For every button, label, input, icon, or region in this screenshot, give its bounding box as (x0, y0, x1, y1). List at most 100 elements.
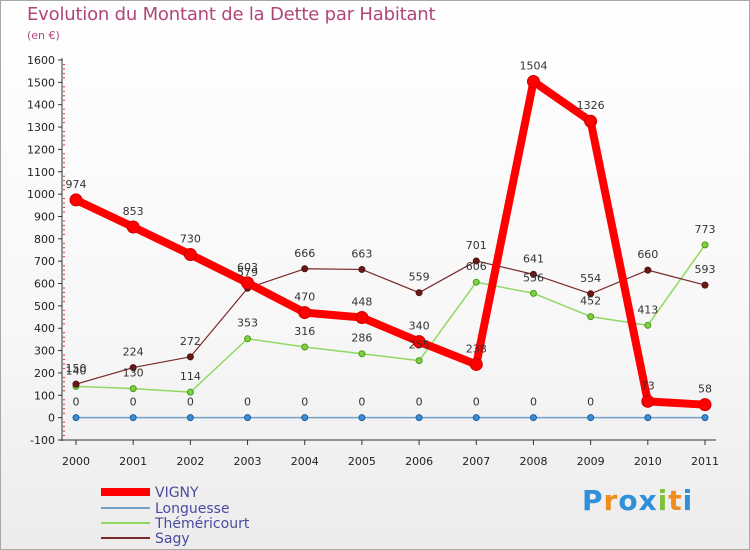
y-minor-tick (63, 108, 65, 110)
legend-label: Théméricourt (154, 516, 250, 532)
x-tick-label: 2004 (291, 455, 319, 468)
proxiti-logo: Proxiti (582, 484, 693, 517)
data-point (244, 335, 252, 343)
data-point (644, 414, 652, 422)
y-minor-tick (63, 180, 65, 182)
y-minor-tick (63, 412, 65, 414)
data-point (415, 357, 423, 365)
y-minor-tick (63, 309, 65, 311)
data-point (529, 270, 537, 278)
data-point (298, 306, 312, 320)
data-label: 140 (66, 364, 87, 377)
data-label: 730 (180, 232, 201, 245)
data-label: 452 (580, 295, 601, 308)
y-tick-label: 300 (34, 345, 55, 358)
data-label: 554 (580, 272, 601, 285)
y-tick-label: 400 (34, 322, 55, 335)
data-point (472, 278, 480, 286)
y-minor-tick (63, 390, 65, 392)
y-tick-label: 1000 (27, 188, 55, 201)
y-minor-tick (63, 68, 65, 70)
data-label: 130 (123, 367, 144, 380)
y-minor-tick (63, 63, 65, 65)
data-point (72, 414, 80, 422)
y-minor-tick (63, 314, 65, 316)
data-label: 663 (351, 247, 372, 260)
data-label: 224 (123, 346, 144, 359)
data-point (644, 321, 652, 329)
data-point (129, 385, 137, 393)
y-minor-tick (63, 430, 65, 432)
chart-title: Evolution du Montant de la Dette par Hab… (27, 4, 436, 25)
y-minor-tick (63, 421, 65, 423)
data-point (584, 114, 598, 128)
data-point (358, 265, 366, 273)
y-tick-label: 900 (34, 210, 55, 223)
y-minor-tick (63, 131, 65, 133)
data-point (126, 220, 140, 234)
data-point (412, 335, 426, 349)
y-minor-tick (63, 426, 65, 428)
y-minor-tick (63, 233, 65, 235)
y-tick-label: 800 (34, 233, 55, 246)
data-label: 0 (187, 396, 194, 409)
y-minor-tick (63, 122, 65, 124)
y-minor-tick (63, 269, 65, 271)
data-label: 316 (294, 325, 315, 338)
x-tick-label: 2000 (62, 455, 90, 468)
y-minor-tick (63, 336, 65, 338)
y-minor-tick (63, 162, 65, 164)
data-point (186, 414, 194, 422)
y-tick-label: 600 (34, 278, 55, 291)
data-label: 448 (351, 296, 372, 309)
data-point (355, 311, 369, 325)
y-minor-tick (63, 117, 65, 119)
data-label: 0 (416, 396, 423, 409)
data-label: 593 (695, 263, 716, 276)
y-minor-tick (63, 184, 65, 186)
y-tick-label: 1400 (27, 99, 55, 112)
logo-letter: t (668, 484, 683, 517)
data-point (701, 241, 709, 249)
y-minor-tick (63, 278, 65, 280)
data-point (358, 414, 366, 422)
series-line-sagy (75, 260, 706, 385)
y-minor-tick (63, 345, 65, 347)
y-minor-tick (63, 323, 65, 325)
y-minor-tick (63, 385, 65, 387)
y-tick-label: 700 (34, 255, 55, 268)
x-tick-label: 2011 (691, 455, 719, 468)
y-minor-tick (63, 247, 65, 249)
y-minor-tick (63, 399, 65, 401)
data-point (186, 388, 194, 396)
y-minor-tick (63, 332, 65, 334)
y-minor-tick (63, 300, 65, 302)
data-label: 0 (73, 396, 80, 409)
data-point (472, 414, 480, 422)
data-point (358, 350, 366, 358)
data-point (587, 290, 595, 298)
y-minor-tick (63, 359, 65, 361)
data-label: 579 (237, 266, 258, 279)
y-minor-tick (63, 77, 65, 79)
data-label: 974 (66, 178, 87, 191)
x-tick-label: 2008 (519, 455, 547, 468)
data-point (469, 357, 483, 371)
y-minor-tick (63, 95, 65, 97)
y-tick-label: 100 (34, 389, 55, 402)
data-label: 340 (409, 320, 430, 333)
x-tick-label: 2010 (634, 455, 662, 468)
logo-letter: i (657, 484, 669, 517)
data-label: 556 (523, 271, 544, 284)
data-point (186, 353, 194, 361)
y-minor-tick (63, 287, 65, 289)
y-minor-tick (63, 296, 65, 298)
data-label: 0 (244, 396, 251, 409)
x-tick-label: 2002 (176, 455, 204, 468)
series-line-théméricourt (75, 244, 706, 393)
logo-letter: i (682, 484, 694, 517)
data-point (472, 257, 480, 265)
data-label: 1504 (519, 59, 547, 72)
x-tick-label: 2009 (577, 455, 605, 468)
data-point (526, 74, 540, 88)
